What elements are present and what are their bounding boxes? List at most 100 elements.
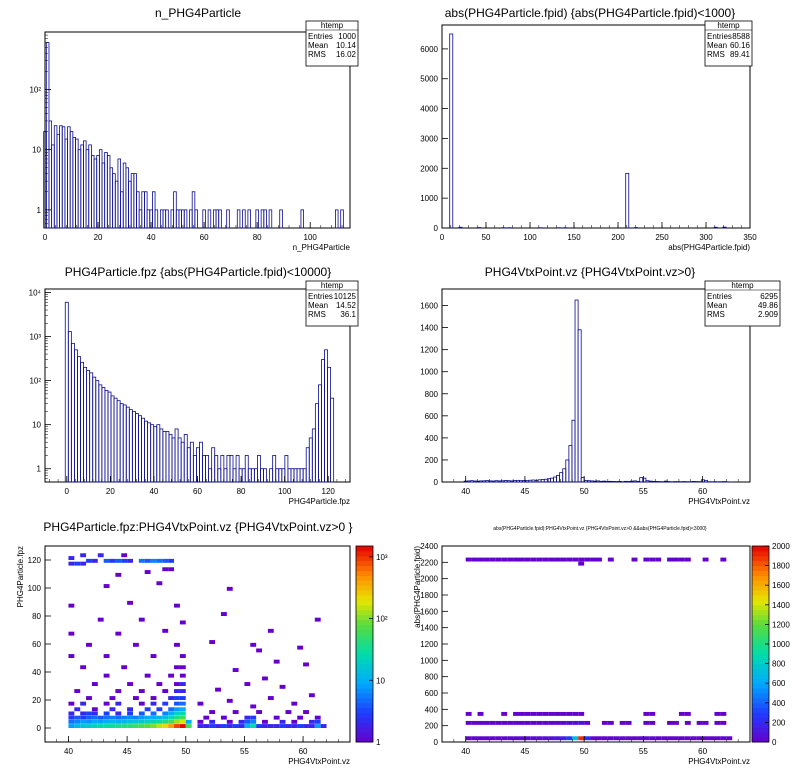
color-scale-step [752, 648, 769, 655]
stats-label: Mean [707, 301, 727, 310]
stats-label: Mean [707, 41, 727, 50]
heatmap-cell [667, 736, 673, 741]
x-axis-label: n_PHG4Particle [293, 243, 351, 252]
heatmap-cell [86, 642, 92, 647]
heatmap-cell [536, 711, 543, 716]
color-scale-step [752, 693, 769, 699]
heatmap-cell [179, 715, 186, 720]
heatmap-cell [138, 711, 145, 716]
heatmap-cell [168, 567, 175, 572]
heatmap-cell [91, 558, 98, 563]
histogram-bin [64, 301, 69, 483]
heatmap-cell [156, 558, 163, 563]
stats-label: RMS [707, 310, 725, 319]
color-scale-step [752, 609, 769, 616]
histogram-bin [205, 455, 210, 483]
heatmap-cell [667, 557, 673, 562]
heatmap-cell [179, 696, 186, 700]
heatmap-cell [578, 557, 585, 562]
heatmap-cell [162, 567, 169, 572]
heatmap-cell [80, 665, 87, 670]
heatmap-cell [566, 736, 573, 741]
histogram-bin [74, 349, 78, 483]
heatmap-cell [121, 665, 128, 670]
histogram-bin [235, 455, 240, 483]
histogram-bin [208, 468, 213, 483]
heatmap-cell [726, 736, 733, 741]
heatmap-cell [250, 719, 257, 724]
stats-box: htemp Entries 1000 Mean 10.14 RMS 16.02 [305, 20, 359, 67]
heatmap-cell [596, 736, 602, 741]
color-scale-step [356, 639, 373, 645]
y-tick-label: 6000 [420, 45, 438, 54]
histogram-bin [645, 480, 650, 483]
heatmap-cell [702, 736, 709, 741]
heatmap-cell [471, 736, 478, 741]
y-tick-label: 10 [32, 421, 41, 430]
heatmap-cell [530, 720, 537, 725]
heatmap-cell [303, 724, 309, 728]
heatmap-cell [714, 736, 721, 741]
heatmap-cell [80, 715, 87, 720]
histogram-bin [165, 209, 169, 229]
y-tick-label: 100 [28, 584, 42, 593]
plot-frame [44, 31, 351, 229]
color-scale-step [356, 722, 373, 728]
stats-value: 1000 [338, 32, 356, 41]
histogram-bin [577, 329, 582, 483]
color-scale-tick-label: 1400 [772, 601, 790, 610]
stats-label: Mean [308, 41, 328, 50]
histogram-bin [605, 481, 610, 483]
color-scale-step [356, 629, 373, 635]
color-scale-step [356, 644, 373, 650]
y-tick-label: 600 [425, 689, 439, 698]
y-axis-label: PHG4Particle.fpz [16, 546, 25, 607]
histogram-bin [636, 480, 641, 483]
histogram-bin [192, 455, 197, 483]
x-axis-label: abs(PHG4Particle.fpid) [668, 243, 750, 252]
heatmap-cell [279, 724, 286, 728]
y-tick-label: 1600 [420, 607, 438, 616]
histogram-bin [305, 447, 310, 483]
heatmap-cell [489, 720, 496, 725]
heatmap-cell [507, 720, 514, 725]
heatmap-cell [530, 736, 537, 741]
heatmap-cell [86, 724, 92, 728]
histogram-bin [722, 226, 727, 229]
heatmap-cell [80, 719, 87, 724]
histogram-bin [528, 479, 533, 483]
x-tick-label: 80 [237, 487, 246, 496]
color-scale-tick-label: 10² [376, 615, 388, 624]
heatmap-cell [115, 715, 122, 720]
heatmap-cell [203, 724, 210, 728]
y-tick-label: 80 [32, 612, 41, 621]
histogram-bin [153, 426, 158, 483]
heatmap-cell [174, 715, 180, 720]
heatmap-cell [226, 719, 233, 724]
heatmap-cell [513, 736, 519, 741]
histogram-bin [458, 226, 463, 229]
heatmap-cell [103, 654, 110, 658]
heatmap-cell [156, 682, 163, 686]
heatmap-cell [637, 736, 644, 741]
histogram-bin [241, 468, 246, 483]
stats-box-title: htemp [321, 21, 344, 30]
y-tick-label: 1400 [420, 624, 438, 633]
heatmap-cell [572, 736, 579, 741]
heatmap-cell [103, 673, 110, 678]
heatmap-cell [162, 711, 169, 716]
heatmap-cell [97, 724, 104, 728]
x-tick-label: 60 [698, 747, 707, 756]
histogram-bin [703, 479, 708, 483]
color-scale-step [356, 614, 373, 620]
heatmap-cell [483, 557, 490, 562]
x-tick-label: 60 [193, 487, 202, 496]
histogram-bin [168, 434, 173, 483]
stats-box-frame [305, 20, 359, 67]
color-scale-step [752, 663, 769, 669]
color-scale-step [752, 712, 769, 718]
heatmap-cell [542, 720, 549, 725]
y-tick-label: 0 [434, 478, 439, 487]
histogram-bin [330, 397, 335, 483]
heatmap-cell [144, 719, 151, 724]
